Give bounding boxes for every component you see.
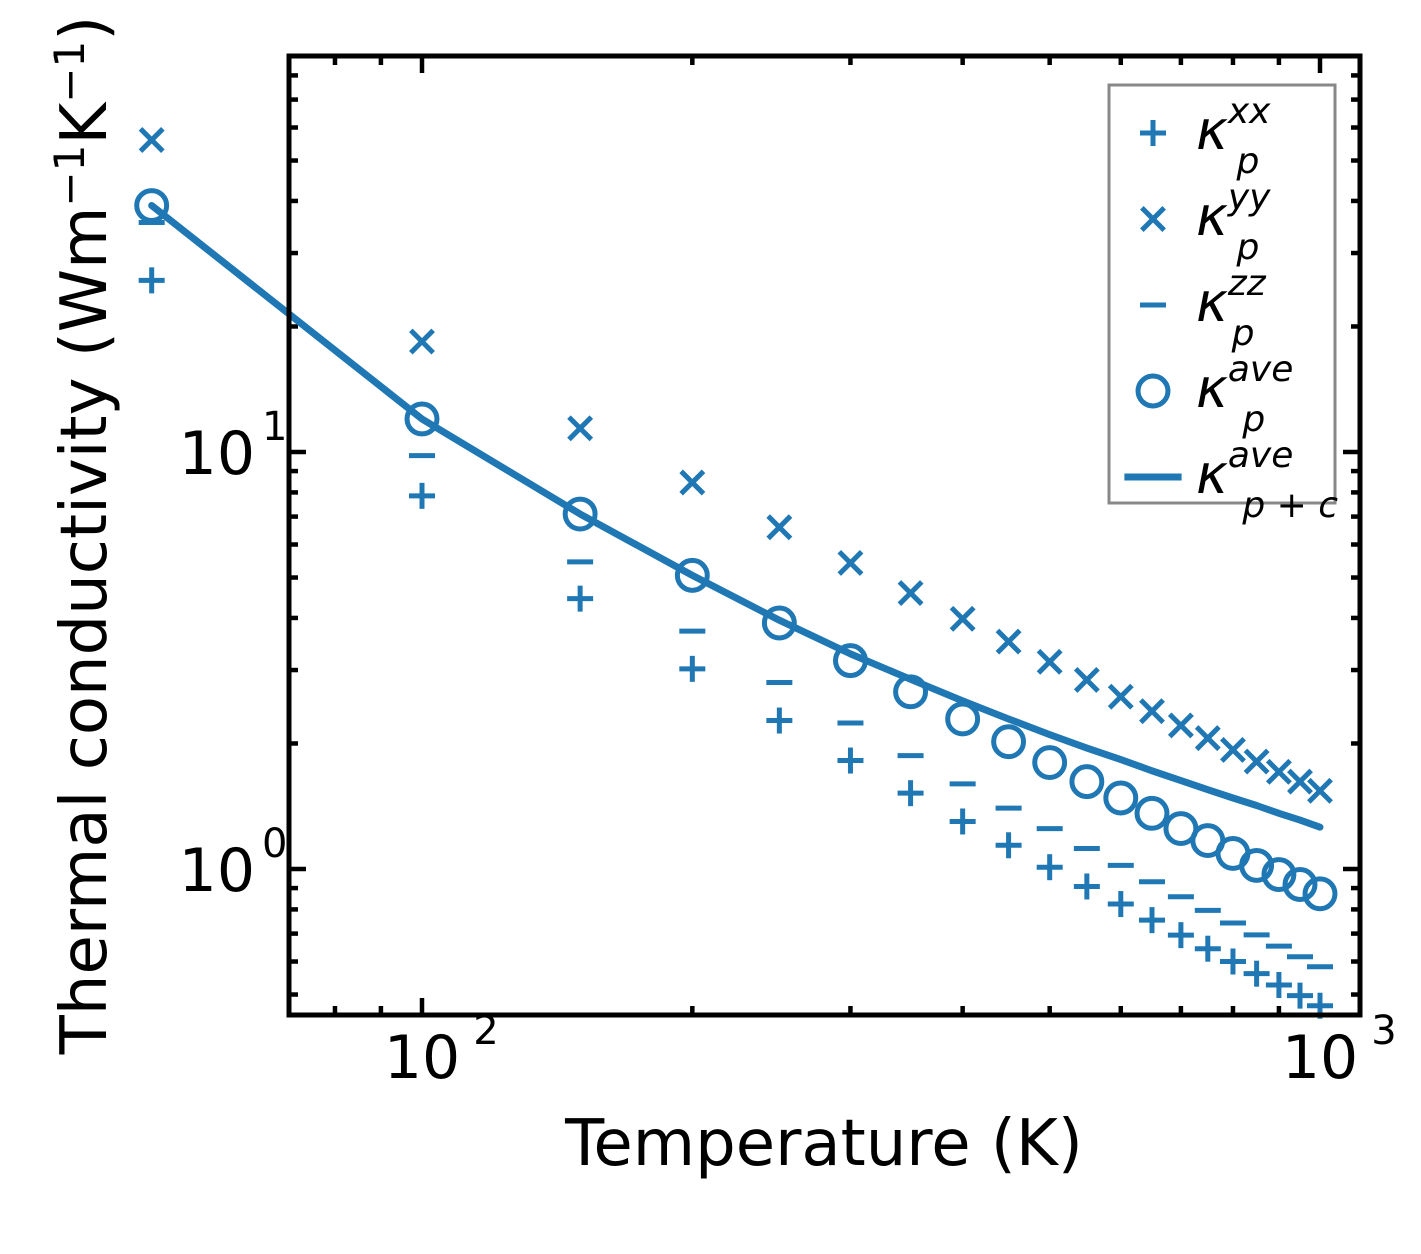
datapoint-kappa_p^ave: [893, 674, 929, 710]
y-tick-label-10: 10 1: [179, 404, 288, 489]
datapoint-kappa_p^yy: [1036, 648, 1063, 675]
x-tick-100-exponent: 2: [473, 1008, 498, 1054]
series-kappa_p^yy: [138, 127, 1333, 804]
legend-marker-x: [1140, 206, 1166, 232]
datapoint-kappa_p^ave: [1032, 745, 1068, 781]
datapoint-kappa_p^ave: [674, 557, 710, 593]
datapoint-kappa_p^ave: [562, 496, 598, 532]
datapoint-kappa_p^yy: [897, 580, 924, 606]
datapoint-kappa_p^yy: [1167, 712, 1194, 739]
datapoint-kappa_p^ave: [1261, 857, 1297, 892]
datapoint-kappa_p^ave: [761, 605, 797, 641]
series-markers-group: [134, 127, 1338, 1019]
datapoint-kappa_p^ave: [833, 643, 868, 679]
datapoint-kappa_p^yy: [1194, 725, 1221, 752]
y-axis-label-end: ): [48, 16, 122, 41]
datapoint-kappa_p^yy: [679, 469, 706, 496]
legend-entry-1: κyy p: [1140, 177, 1271, 268]
y-tick-label-1: 10 0: [179, 821, 288, 906]
datapoint-kappa_p^yy: [1307, 777, 1333, 804]
datapoint-kappa_p^ave: [1069, 764, 1105, 800]
y-axis-label-text: Thermal conductivity (Wm−1K−1): [45, 16, 122, 1055]
datapoint-kappa_p^yy: [1107, 683, 1134, 710]
datapoint-kappa_p^yy: [949, 605, 976, 632]
legend-entry-3: κave p: [1135, 349, 1293, 440]
datapoint-kappa_p^yy: [1139, 698, 1165, 725]
datapoint-kappa_p^yy: [1287, 768, 1313, 795]
datapoint-kappa_p^yy: [1220, 736, 1246, 763]
y-axis-label-sup2: −1: [45, 41, 94, 103]
datapoint-kappa_p^yy: [1243, 748, 1270, 775]
datapoint-kappa_p^ave: [1302, 876, 1338, 912]
x-tick-label-1000: 10 3: [1282, 1008, 1397, 1093]
datapoint-kappa_p^ave: [1282, 867, 1318, 902]
y-axis-label-mid: K: [48, 101, 122, 145]
y-tick-1-mantissa: 10: [179, 836, 255, 906]
x-tick-1000-mantissa: 10: [1282, 1023, 1358, 1093]
x-axis-label: Temperature (K): [564, 1107, 1083, 1181]
legend-label-0: κxx p: [1196, 91, 1271, 182]
legend-marker-circle: [1135, 373, 1171, 409]
x-tick-100-mantissa: 10: [384, 1023, 460, 1093]
datapoint-kappa_p^yy: [409, 328, 435, 355]
datapoint-kappa_p^ave: [404, 401, 440, 437]
axes-frame: [286, 53, 1363, 1018]
datapoint-kappa_p^ave: [1134, 795, 1170, 831]
datapoint-kappa_p^yy: [837, 549, 864, 576]
legend-entry-4: κave p + c: [1124, 435, 1338, 526]
series-kappa_p^ave: [134, 188, 1338, 912]
datapoint-kappa_p^yy: [567, 415, 594, 442]
legend-label-4: κave p + c: [1196, 435, 1338, 526]
x-tick-label-100: 10 2: [384, 1008, 499, 1093]
y-tick-10-exponent: 1: [262, 404, 287, 450]
datapoint-kappa_p^yy: [1073, 667, 1100, 693]
legend-label-3: κave p: [1196, 349, 1293, 440]
datapoint-kappa_p^yy: [1265, 758, 1292, 785]
legend-label-2: κzz p: [1196, 263, 1267, 354]
legend-label-1: κyy p: [1196, 177, 1271, 268]
datapoint-kappa_p^ave: [1239, 847, 1275, 883]
datapoint-kappa_p^yy: [138, 127, 165, 153]
datapoint-kappa_p^yy: [766, 514, 793, 541]
datapoint-kappa_p^ave: [991, 724, 1027, 760]
legend-entry-2: κzz p: [1140, 263, 1267, 354]
datapoint-kappa_p^ave: [134, 188, 170, 223]
legend-box: [1107, 83, 1337, 505]
y-tick-1-exponent: 0: [262, 821, 287, 867]
y-axis-label: Thermal conductivity (Wm−1K−1): [45, 16, 122, 1055]
y-tick-10-mantissa: 10: [179, 419, 255, 489]
datapoint-kappa_p^yy: [995, 628, 1022, 655]
y-axis-label-main: Thermal conductivity (Wm: [48, 207, 122, 1056]
datapoint-kappa_p^ave: [1103, 780, 1139, 816]
x-tick-1000-exponent: 3: [1371, 1008, 1396, 1054]
datapoint-kappa_p^ave: [945, 701, 981, 737]
series-kappa_p^xx: [138, 267, 1333, 1019]
legend-entry-0: κxx p: [1140, 91, 1271, 182]
y-axis-label-sup1: −1: [45, 145, 94, 207]
